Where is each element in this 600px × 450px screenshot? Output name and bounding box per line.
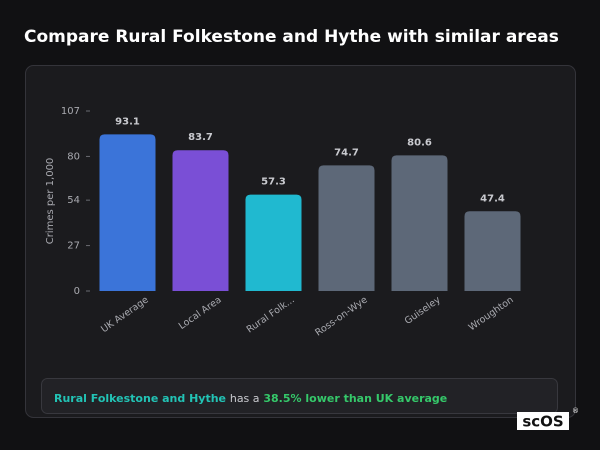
bar: [99, 134, 156, 291]
y-axis-label: Crimes per 1,000: [45, 158, 56, 245]
value-label: 80.6: [407, 137, 432, 148]
summary-text: has a: [230, 392, 260, 405]
bar: [391, 155, 448, 291]
logo: scOS: [522, 413, 563, 431]
y-tick-label: 107: [61, 106, 80, 117]
value-label: 83.7: [188, 132, 213, 143]
bar: [172, 150, 229, 291]
summary-box: [41, 378, 558, 414]
summary-area: Rural Folkestone and Hythe: [54, 392, 226, 405]
summary: Rural Folkestone and Hythe has a 38.5% l…: [54, 392, 447, 405]
bar: [318, 165, 375, 291]
bar: [464, 211, 521, 291]
value-label: 47.4: [480, 193, 505, 204]
summary-highlight: 38.5% lower than UK average: [263, 392, 447, 405]
logo-mark: ®: [572, 407, 579, 415]
value-label: 57.3: [261, 177, 286, 188]
y-tick-label: 80: [67, 151, 80, 162]
y-tick-label: 54: [67, 195, 80, 206]
y-tick-label: 27: [67, 241, 80, 252]
logo-box: [517, 412, 569, 430]
chart-title: Compare Rural Folkestone and Hythe with …: [24, 27, 559, 47]
value-label: 93.1: [115, 116, 140, 127]
y-tick-label: 0: [74, 286, 80, 297]
value-label: 74.7: [334, 147, 359, 158]
bar: [245, 194, 302, 291]
